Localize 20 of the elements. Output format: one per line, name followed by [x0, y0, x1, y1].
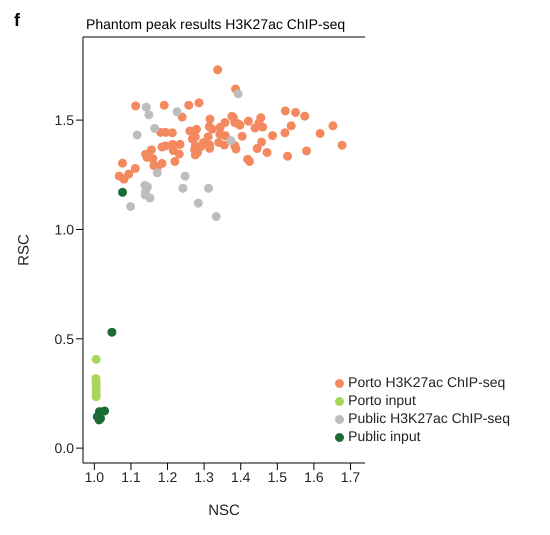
x-tick-label: 1.3: [194, 468, 214, 485]
legend-label: Public H3K27ac ChIP-seq: [348, 410, 510, 426]
legend-label: Porto input: [348, 392, 416, 408]
x-tick-label: 1.6: [304, 468, 324, 485]
x-tick-label: 1.0: [84, 468, 104, 485]
x-tick-label: 1.2: [158, 468, 178, 485]
x-axis-title: NSC: [208, 502, 240, 519]
y-tick-label: 1.5: [54, 112, 74, 128]
y-tick-label: 0.5: [54, 330, 74, 347]
chart-title: Phantom peak results H3K27ac ChIP-seq: [86, 16, 346, 32]
x-tick-label: 1.5: [268, 468, 288, 485]
panel-letter: f: [14, 10, 20, 31]
x-tick-label: 1.7: [340, 468, 360, 485]
y-tick-label: 1.0: [54, 221, 74, 238]
x-tick-label: 1.1: [121, 468, 141, 485]
legend-label: Public input: [348, 428, 421, 444]
y-tick-label: 0.0: [54, 440, 74, 456]
y-axis-title: RSC: [15, 234, 32, 266]
x-tick-label: 1.4: [230, 468, 251, 485]
legend-label: Porto H3K27ac ChIP-seq: [348, 374, 506, 390]
